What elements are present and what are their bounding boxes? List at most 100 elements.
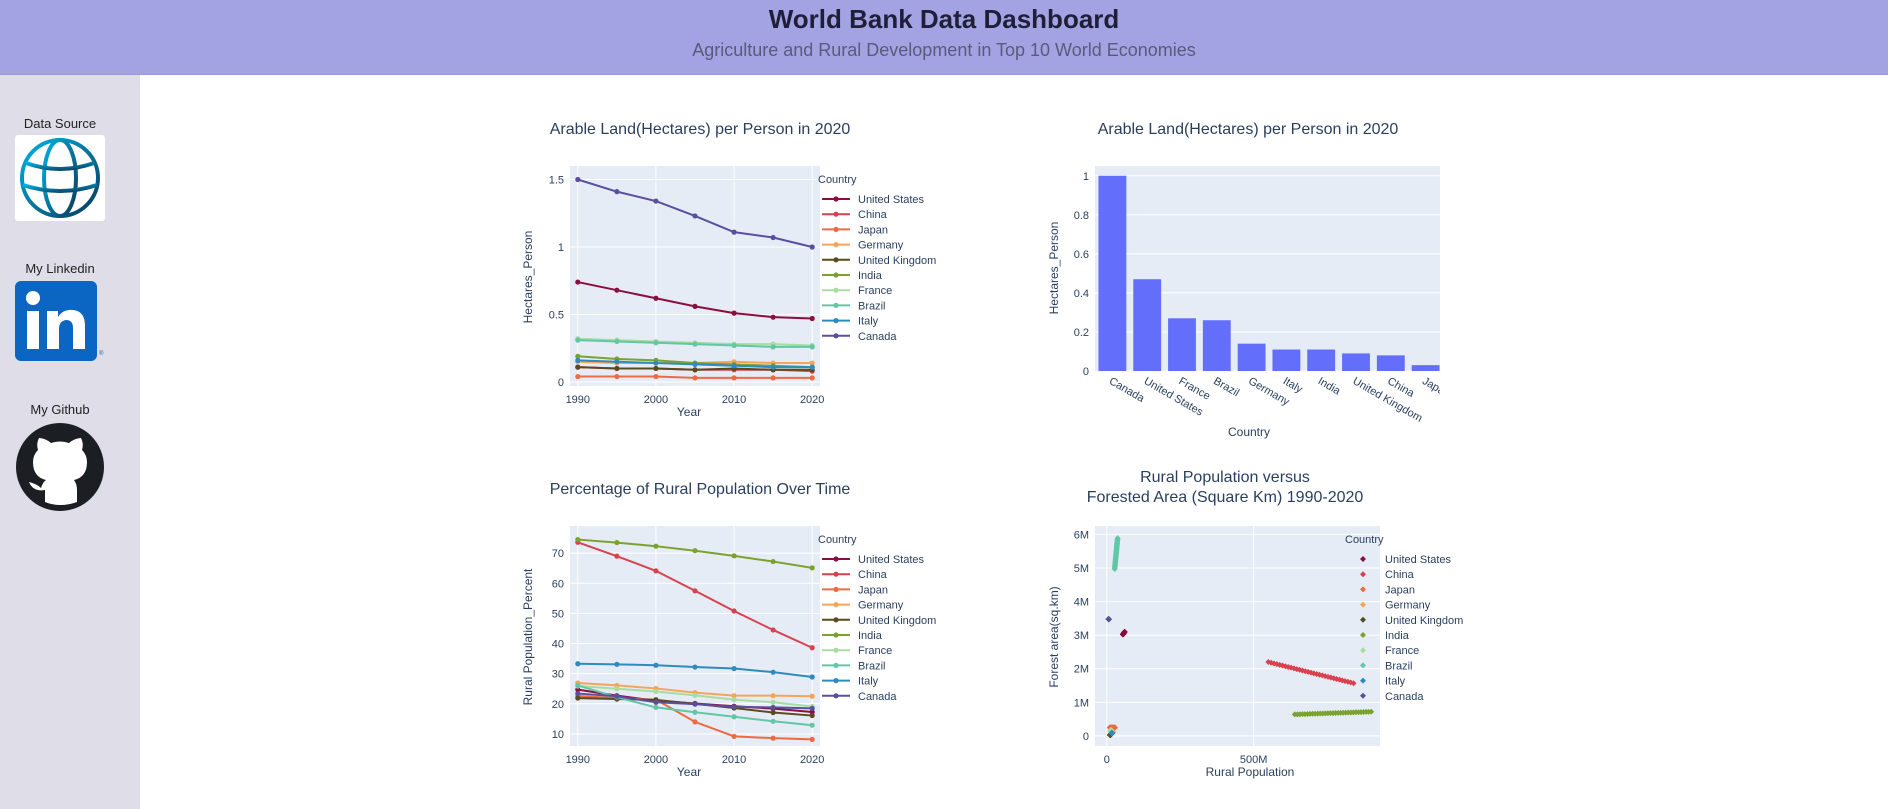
y-axis-label: Rural Population_Percent [521,568,535,705]
data-point-france [653,688,659,695]
data-point-china [1282,663,1289,670]
github-icon[interactable] [15,422,105,512]
legend-marker-united-kingdom [1360,616,1366,623]
data-point-canada [770,704,776,711]
legend-label-united-kingdom: United Kingdom [858,255,936,267]
data-point-italy [731,363,737,369]
x-tick-label: 0 [1104,754,1110,766]
data-point-france [770,699,776,705]
legend-label-china: China [858,569,888,581]
x-tick-label-brazil: Brazil [1211,375,1241,399]
data-point-china [1273,661,1280,668]
data-point-china [1299,667,1306,674]
data-point-brazil [653,340,659,346]
sidebar-label-github: My Github [30,402,90,417]
data-point-germany [809,360,815,366]
x-tick-label: 2000 [644,754,668,766]
data-point-canada [653,198,659,204]
data-point-brazil [809,722,815,728]
data-point-india [653,543,659,549]
y-tick-label: 3M [1074,630,1089,642]
x-axis-label: Year [677,405,701,419]
data-point-china [1344,678,1351,685]
legend-label-brazil: Brazil [858,300,886,312]
data-point-china [1265,659,1272,666]
data-point-germany [770,693,776,699]
data-point-canada [809,244,815,250]
data-point-japan [770,375,776,381]
legend-marker-brazil [833,302,839,308]
data-point-india [575,353,581,359]
y-tick-label: 0.2 [1074,327,1089,339]
bar-china [1376,355,1405,371]
legend-label-india: India [858,270,883,282]
data-point-united-states [731,310,737,316]
legend-marker-germany [1360,601,1366,608]
legend-marker-japan [1360,586,1366,593]
data-point-brazil [1111,565,1118,572]
data-point-brazil [731,342,737,349]
globe-icon[interactable] [15,135,105,221]
legend-title: Country [818,534,857,546]
x-tick-label-japan: Japan [1420,375,1440,400]
data-point-brazil [692,709,698,715]
x-tick-label: 1990 [566,394,590,406]
y-axis-label: Forest area(sq.km) [1047,586,1061,687]
bar-canada [1098,175,1127,371]
legend-label-brazil: Brazil [1385,660,1413,672]
x-tick-label: 2020 [800,754,824,766]
legend-marker-united-states [833,556,839,562]
data-point-china [1339,677,1346,684]
data-point-canada [731,704,737,710]
data-point-brazil [575,337,581,343]
legend-label-germany: Germany [858,240,904,252]
legend-label-canada: Canada [858,691,897,703]
data-point-brazil [770,718,776,724]
data-point-china [1276,661,1283,668]
legend-label-italy: Italy [1385,676,1406,688]
legend-label-canada: Canada [858,331,897,343]
x-tick-label: 2010 [722,394,746,406]
legend-marker-china [833,211,839,217]
data-point-india [692,548,698,554]
x-axis-label: Country [1228,425,1270,439]
data-point-india [731,553,737,559]
chart-title: Arable Land(Hectares) per Person in 2020 [1098,121,1399,138]
data-point-united-kingdom [809,712,815,719]
bar-india [1307,349,1336,371]
data-point-italy [770,364,776,370]
legend-marker-canada [833,693,839,699]
chart-title-line-1: Rural Population versus [1140,469,1310,486]
legend-label-france: France [858,285,892,297]
legend-label-japan: Japan [858,224,888,236]
data-point-france [692,692,698,698]
page-subtitle: Agriculture and Rural Development in Top… [692,40,1196,60]
data-point-italy [692,664,698,670]
linkedin-icon[interactable]: ® [15,281,105,363]
legend-title: Country [818,174,857,186]
data-point-india [809,565,815,571]
bar-france [1168,318,1196,371]
data-point-brazil [653,704,659,711]
chart-title: Arable Land(Hectares) per Person in 2020 [550,121,851,138]
y-tick-label: 0.4 [1074,288,1089,300]
data-point-italy [575,661,581,667]
legend-marker-italy [833,678,839,684]
legend-marker-germany [833,242,839,248]
legend-marker-canada [833,333,839,339]
chart-title-line-2: Forested Area (Square Km) 1990-2020 [1087,489,1364,506]
y-tick-label: 30 [552,669,564,681]
legend-label-canada: Canada [1385,691,1424,703]
data-point-united-states [575,687,581,693]
x-tick-label: 500M [1240,754,1268,766]
legend-marker-canada [1360,692,1366,699]
data-point-japan [731,733,737,739]
data-point-united-states [575,279,581,285]
legend-label-united-states: United States [858,194,925,206]
y-tick-label: 0 [558,377,564,389]
x-tick-label: 1990 [566,754,590,766]
data-point-india [770,558,776,565]
legend-marker-united-kingdom [833,257,839,263]
